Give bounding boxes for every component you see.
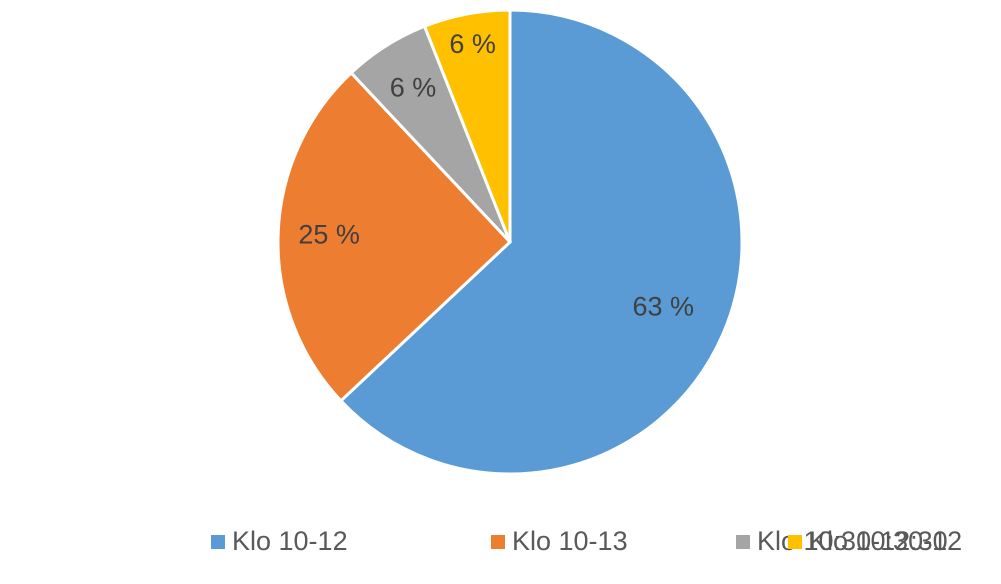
legend-label: Klo 10-12 xyxy=(232,526,348,556)
legend-label: Klo 10:30-12 xyxy=(809,526,962,556)
pie-slice xyxy=(338,8,744,476)
data-label: 63 % xyxy=(633,291,695,321)
pie-slice xyxy=(276,70,513,403)
data-label: 6 % xyxy=(390,72,437,102)
legend-label: Klo 10-13 xyxy=(512,526,628,556)
data-label: 6 % xyxy=(449,29,496,59)
legend-swatch xyxy=(736,535,750,549)
data-label: 25 % xyxy=(298,219,360,249)
legend-swatch xyxy=(491,535,505,549)
legend-swatch xyxy=(788,535,802,549)
legend-swatch xyxy=(211,535,225,549)
pie-slice xyxy=(422,8,512,243)
